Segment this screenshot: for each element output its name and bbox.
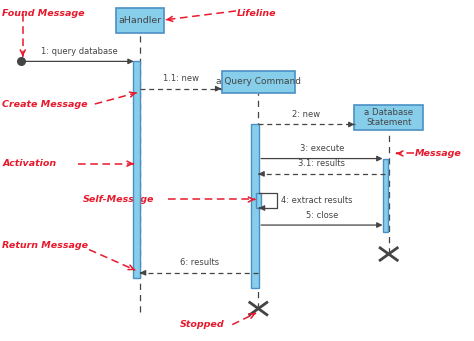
Bar bbox=[252, 124, 259, 288]
Text: a Query Command: a Query Command bbox=[216, 77, 301, 86]
Text: 3.1: results: 3.1: results bbox=[298, 160, 346, 168]
FancyBboxPatch shape bbox=[354, 105, 423, 130]
Text: Return Message: Return Message bbox=[2, 241, 89, 250]
Bar bbox=[256, 193, 261, 208]
FancyBboxPatch shape bbox=[221, 71, 295, 93]
Text: a Database
Statement: a Database Statement bbox=[364, 108, 413, 127]
Text: 6: results: 6: results bbox=[180, 258, 219, 267]
Text: Lifeline: Lifeline bbox=[237, 9, 277, 17]
Text: Activation: Activation bbox=[2, 159, 56, 168]
Bar bbox=[133, 61, 140, 278]
Text: Stopped: Stopped bbox=[180, 320, 225, 329]
Bar bbox=[383, 159, 388, 232]
Text: Message: Message bbox=[415, 149, 462, 158]
Text: Found Message: Found Message bbox=[2, 9, 85, 17]
Text: Self-Message: Self-Message bbox=[83, 195, 155, 204]
Text: 2: new: 2: new bbox=[292, 110, 320, 119]
FancyBboxPatch shape bbox=[116, 8, 164, 33]
Text: 5: close: 5: close bbox=[306, 211, 338, 220]
Text: 1.1: new: 1.1: new bbox=[163, 74, 199, 83]
Text: 3: execute: 3: execute bbox=[300, 144, 344, 153]
Text: aHandler: aHandler bbox=[118, 16, 162, 25]
Text: Create Message: Create Message bbox=[2, 100, 88, 108]
Text: 4: extract results: 4: extract results bbox=[281, 196, 352, 205]
Text: 1: query database: 1: query database bbox=[41, 47, 117, 56]
